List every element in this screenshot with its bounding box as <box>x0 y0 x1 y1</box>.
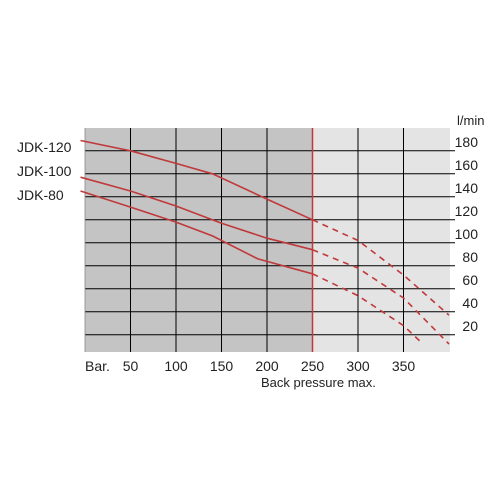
shade-above-max <box>312 128 450 352</box>
series-line-jdk-80 <box>80 190 313 275</box>
y-tick-label: 40 <box>462 295 478 311</box>
y-tick-labels: 20 40 60 80 100 120 140 160 180 <box>455 134 479 334</box>
series-line-jdk-100 <box>80 176 313 251</box>
y-tick-label: 60 <box>462 272 478 288</box>
series-label: JDK-100 <box>17 163 72 179</box>
y-tick-label: 180 <box>455 134 479 150</box>
y-tick-label: 20 <box>462 318 478 334</box>
y-tick-label: 100 <box>455 226 479 242</box>
series-dashed-jdk-80 <box>312 273 423 344</box>
y-tick-label: 120 <box>455 203 479 219</box>
x-tick-label: 100 <box>164 358 188 374</box>
y-unit-label: l/min <box>457 113 484 128</box>
x-tick-label: 350 <box>392 358 416 374</box>
series-label: JDK-120 <box>17 139 72 155</box>
series-curves <box>80 139 450 345</box>
x-prefix-label: Bar. <box>85 358 110 374</box>
max-pressure-label: Back pressure max. <box>261 375 376 390</box>
y-tick-label: 140 <box>455 180 479 196</box>
series-label: JDK-80 <box>17 187 64 203</box>
series-line-jdk-120 <box>80 139 313 221</box>
x-tick-label: 200 <box>255 358 279 374</box>
x-tick-label: 50 <box>123 358 139 374</box>
grid <box>84 128 455 352</box>
x-tick-labels: 50 100 150 200 250 300 350 <box>123 358 416 374</box>
series-labels: JDK-120 JDK-100 JDK-80 <box>17 139 72 203</box>
series-dashed-jdk-100 <box>312 248 450 345</box>
shade-below-max <box>85 128 313 352</box>
x-tick-label: 300 <box>346 358 370 374</box>
series-dashed-jdk-120 <box>312 219 450 316</box>
y-tick-label: 80 <box>462 249 478 265</box>
x-tick-label: 250 <box>301 358 325 374</box>
x-tick-label: 150 <box>210 358 234 374</box>
y-tick-label: 160 <box>455 157 479 173</box>
